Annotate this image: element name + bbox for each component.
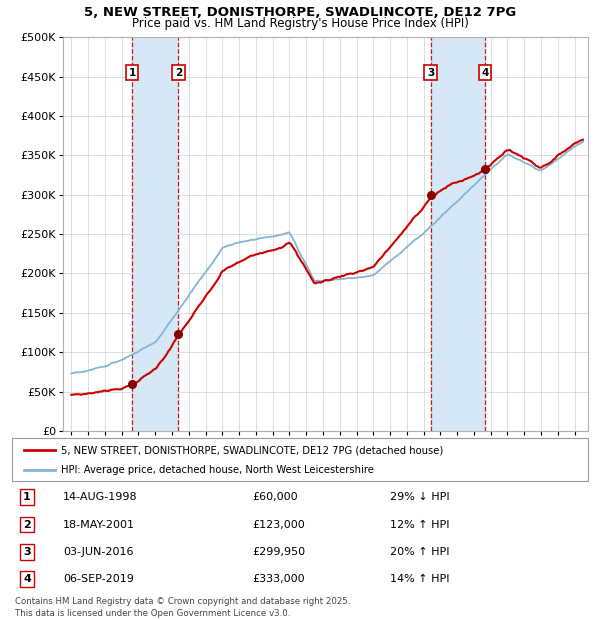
Text: 3: 3 <box>427 68 434 78</box>
Text: £333,000: £333,000 <box>252 574 305 584</box>
Text: 2: 2 <box>175 68 182 78</box>
Text: 5, NEW STREET, DONISTHORPE, SWADLINCOTE, DE12 7PG (detached house): 5, NEW STREET, DONISTHORPE, SWADLINCOTE,… <box>61 445 443 455</box>
Text: Price paid vs. HM Land Registry's House Price Index (HPI): Price paid vs. HM Land Registry's House … <box>131 17 469 30</box>
Text: 14-AUG-1998: 14-AUG-1998 <box>63 492 137 502</box>
Text: 14% ↑ HPI: 14% ↑ HPI <box>390 574 449 584</box>
Text: 1: 1 <box>128 68 136 78</box>
Text: HPI: Average price, detached house, North West Leicestershire: HPI: Average price, detached house, Nort… <box>61 465 374 475</box>
Text: £60,000: £60,000 <box>252 492 298 502</box>
Text: 20% ↑ HPI: 20% ↑ HPI <box>390 547 449 557</box>
Text: 1: 1 <box>23 492 31 502</box>
Text: 5, NEW STREET, DONISTHORPE, SWADLINCOTE, DE12 7PG: 5, NEW STREET, DONISTHORPE, SWADLINCOTE,… <box>84 6 516 19</box>
Text: 06-SEP-2019: 06-SEP-2019 <box>63 574 134 584</box>
Text: 4: 4 <box>481 68 489 78</box>
Bar <box>132 37 178 431</box>
Text: £123,000: £123,000 <box>252 520 305 529</box>
Text: Contains HM Land Registry data © Crown copyright and database right 2025.
This d: Contains HM Land Registry data © Crown c… <box>15 596 350 618</box>
Text: 2: 2 <box>23 520 31 529</box>
Text: 18-MAY-2001: 18-MAY-2001 <box>63 520 135 529</box>
Text: £299,950: £299,950 <box>252 547 305 557</box>
Bar <box>431 37 485 431</box>
Text: 29% ↓ HPI: 29% ↓ HPI <box>390 492 449 502</box>
Text: 12% ↑ HPI: 12% ↑ HPI <box>390 520 449 529</box>
Text: 03-JUN-2016: 03-JUN-2016 <box>63 547 133 557</box>
Text: 3: 3 <box>23 547 31 557</box>
Text: 4: 4 <box>23 574 31 584</box>
